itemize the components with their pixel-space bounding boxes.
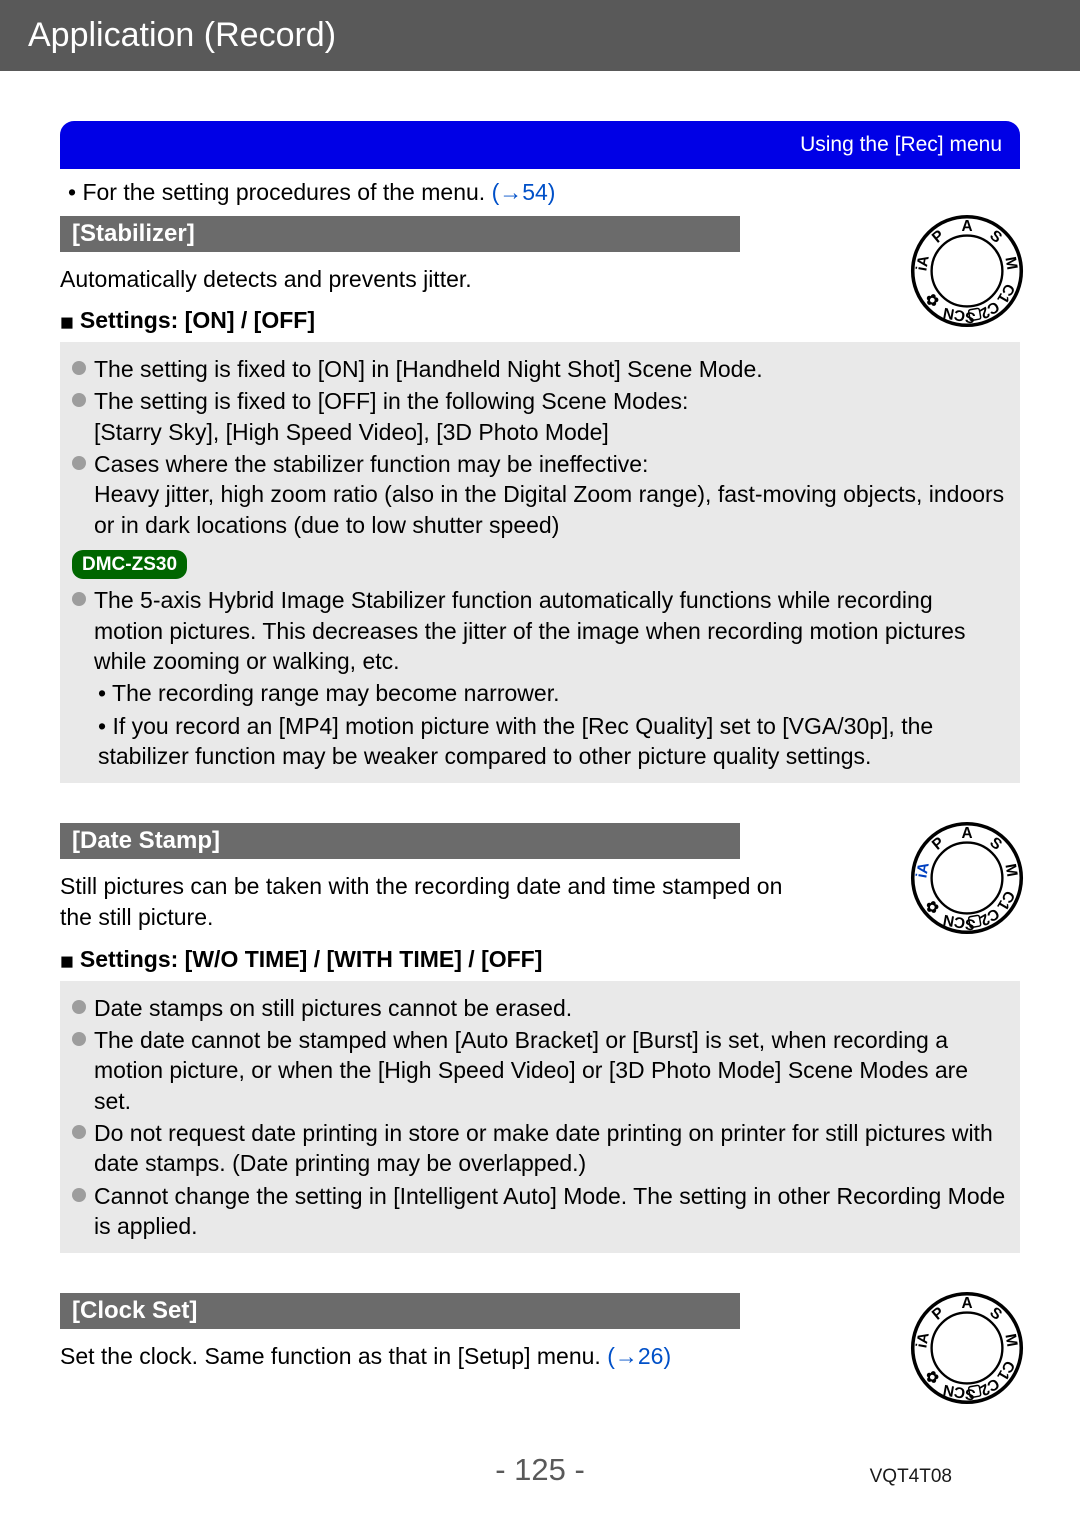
sub-item: • If you record an [MP4] motion picture … bbox=[98, 711, 1008, 772]
svg-text:A: A bbox=[961, 218, 972, 235]
bullet-icon bbox=[72, 1032, 86, 1046]
bullet-text: The setting is fixed to [OFF] in the fol… bbox=[94, 386, 1008, 416]
bullet-icon bbox=[72, 361, 86, 375]
bullet-icon bbox=[72, 592, 86, 606]
svg-text:iA: iA bbox=[913, 862, 932, 880]
svg-text:iA: iA bbox=[913, 254, 932, 272]
intro-prefix: • For the setting procedures of the menu… bbox=[68, 179, 492, 205]
datestamp-title-bar: [Date Stamp] bbox=[60, 823, 740, 859]
svg-text:▢: ▢ bbox=[966, 1383, 983, 1402]
list-item: The date cannot be stamped when [Auto Br… bbox=[72, 1025, 1008, 1116]
stabilizer-section: A S M C1 C2 P iA ✿ SCN ▢ [Stabilizer] Au… bbox=[60, 216, 1020, 336]
list-item: Cases where the stabilizer function may … bbox=[72, 449, 1008, 479]
stabilizer-notes-panel: The setting is fixed to [ON] in [Handhel… bbox=[60, 342, 1020, 783]
clockset-title-bar: [Clock Set] bbox=[60, 1293, 740, 1329]
stabilizer-desc: Automatically detects and prevents jitte… bbox=[60, 264, 1020, 295]
datestamp-settings-head: ■Settings: [W/O TIME] / [WITH TIME] / [O… bbox=[60, 946, 1020, 975]
datestamp-section: A S M C1 C2 P iA ✿ SCN ▢ [Date Stamp] St… bbox=[60, 823, 1020, 974]
bullet-icon bbox=[72, 456, 86, 470]
list-item: The 5-axis Hybrid Image Stabilizer funct… bbox=[72, 585, 1008, 676]
stabilizer-settings-label: Settings: [ON] / [OFF] bbox=[80, 307, 315, 333]
bullet-text: Cannot change the setting in [Intelligen… bbox=[94, 1181, 1008, 1242]
clockset-section: A S M C1 C2 P iA ✿ SCN ▢ [Clock Set] Set… bbox=[60, 1293, 1020, 1372]
datestamp-title: [Date Stamp] bbox=[72, 827, 220, 854]
page-header: Application (Record) bbox=[0, 0, 1080, 71]
page-footer: - 125 - VQT4T08 bbox=[60, 1452, 1020, 1488]
doc-code: VQT4T08 bbox=[870, 1466, 952, 1488]
sub-text: • The recording range may become narrowe… bbox=[98, 678, 1008, 708]
bullet-subtext: Heavy jitter, high zoom ratio (also in t… bbox=[72, 479, 1008, 540]
intro-link[interactable]: (→54) bbox=[492, 179, 556, 205]
stabilizer-title: [Stabilizer] bbox=[72, 220, 195, 247]
stabilizer-settings-head: ■Settings: [ON] / [OFF] bbox=[60, 307, 1020, 336]
banner: Using the [Rec] menu bbox=[60, 121, 1020, 169]
bullet-icon bbox=[72, 393, 86, 407]
bullet-icon bbox=[72, 1188, 86, 1202]
page-content: Using the [Rec] menu • For the setting p… bbox=[0, 71, 1080, 1518]
bullet-text: The 5-axis Hybrid Image Stabilizer funct… bbox=[94, 585, 1008, 676]
svg-text:▢: ▢ bbox=[966, 305, 983, 324]
datestamp-desc: Still pictures can be taken with the rec… bbox=[60, 871, 810, 933]
bullet-text: Cases where the stabilizer function may … bbox=[94, 449, 1008, 479]
clockset-desc-prefix: Set the clock. Same function as that in … bbox=[60, 1343, 607, 1369]
intro-line: • For the setting procedures of the menu… bbox=[68, 179, 1020, 206]
banner-text: Using the [Rec] menu bbox=[800, 133, 1002, 157]
square-bullet-icon: ■ bbox=[60, 309, 74, 336]
mode-dial-icon: A S M C1 C2 P iA ✿ SCN ▢ bbox=[908, 1289, 1026, 1412]
sub-item: • The recording range may become narrowe… bbox=[98, 678, 1008, 708]
mode-dial-icon: A S M C1 C2 P iA ✿ SCN ▢ bbox=[908, 819, 1026, 942]
header-title: Application (Record) bbox=[28, 16, 336, 54]
datestamp-notes-panel: Date stamps on still pictures cannot be … bbox=[60, 981, 1020, 1254]
clockset-title: [Clock Set] bbox=[72, 1297, 197, 1324]
bullet-icon bbox=[72, 1000, 86, 1014]
bullet-text: Date stamps on still pictures cannot be … bbox=[94, 993, 1008, 1023]
svg-text:A: A bbox=[961, 825, 972, 842]
bullet-subtext: [Starry Sky], [High Speed Video], [3D Ph… bbox=[72, 417, 1008, 447]
datestamp-settings-label: Settings: [W/O TIME] / [WITH TIME] / [OF… bbox=[80, 946, 542, 972]
bullet-text: The date cannot be stamped when [Auto Br… bbox=[94, 1025, 1008, 1116]
mode-dial-icon: A S M C1 C2 P iA ✿ SCN ▢ bbox=[908, 212, 1026, 335]
list-item: The setting is fixed to [ON] in [Handhel… bbox=[72, 354, 1008, 384]
sub-text: • If you record an [MP4] motion picture … bbox=[98, 711, 1008, 772]
bullet-text: Do not request date printing in store or… bbox=[94, 1118, 1008, 1179]
clockset-desc: Set the clock. Same function as that in … bbox=[60, 1341, 1020, 1372]
bullet-icon bbox=[72, 1125, 86, 1139]
svg-text:▢: ▢ bbox=[966, 913, 983, 932]
svg-text:A: A bbox=[961, 1295, 972, 1312]
clockset-link[interactable]: (→26) bbox=[607, 1343, 671, 1369]
stabilizer-title-bar: [Stabilizer] bbox=[60, 216, 740, 252]
list-item: Date stamps on still pictures cannot be … bbox=[72, 993, 1008, 1023]
list-item: Cannot change the setting in [Intelligen… bbox=[72, 1181, 1008, 1242]
svg-text:iA: iA bbox=[913, 1332, 932, 1350]
page-number: - 125 - bbox=[495, 1452, 585, 1487]
bullet-text: The setting is fixed to [ON] in [Handhel… bbox=[94, 354, 1008, 384]
square-bullet-icon: ■ bbox=[60, 948, 74, 975]
model-badge: DMC-ZS30 bbox=[72, 550, 187, 579]
list-item: The setting is fixed to [OFF] in the fol… bbox=[72, 386, 1008, 416]
list-item: Do not request date printing in store or… bbox=[72, 1118, 1008, 1179]
